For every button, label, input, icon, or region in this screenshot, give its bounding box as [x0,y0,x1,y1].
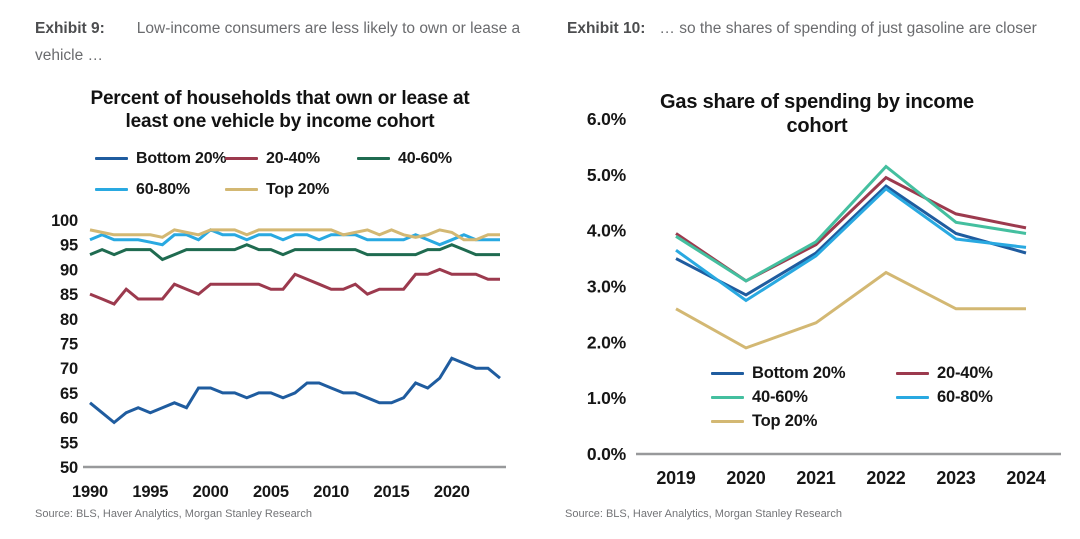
series-line-top-20 [675,270,1026,350]
x-tick-label: 2022 [866,468,905,488]
series-line-60-80 [89,228,500,247]
x-tick-label: 2015 [374,483,410,501]
y-tick-label: 2.0% [587,332,627,352]
plot-svg: 50 55 60 65 70 75 80 85 90 95 100 1990 1995 2000 2005 2… [51,212,506,501]
y-tick-label: 75 [60,336,78,354]
x-tick-label: 2023 [936,468,975,488]
legend-label: 40-60% [752,388,808,406]
series-line-40-60 [89,243,500,262]
y-tick-label: 55 [60,434,78,452]
legend-swatch-60-80 [95,187,128,192]
legend-item-bottom-20: Bottom 20% [711,363,896,384]
gas-share-line-chart: 0.0% 1.0% 2.0% 3.0% 4.0% 5.0% 6.0% 2019 2020 2021… [564,103,1074,503]
plot-svg: 0.0% 1.0% 2.0% 3.0% 4.0% 5.0% 6.0% 2019 2020 2021… [587,109,1061,488]
chart-legend: Bottom 20% 20-40% 40-60% 60-80% Top 20% [95,148,452,200]
series-line-bottom-20 [675,184,1027,297]
legend-item-60-80: 60-80% [896,387,993,408]
x-tick-label: 2000 [193,483,229,501]
y-tick-label: 70 [60,360,78,378]
x-tick-label: 2020 [726,468,765,488]
exhibit-number-label: Exhibit 9: [35,20,105,37]
series-line-60-80 [675,186,1027,303]
y-tick-label: 5.0% [587,165,627,185]
legend-item-top-20: Top 20% [711,411,896,432]
y-tick-label: 1.0% [587,388,627,408]
chart-title: Percent of households that own or lease … [90,88,470,132]
legend-label: Bottom 20% [136,149,227,167]
series-line-top-20 [89,228,500,242]
exhibit-9-panel: Exhibit 9: Low-income consumers are less … [35,15,522,520]
exhibit-header: Exhibit 10: … so the shares of spending o… [567,15,1067,42]
x-tick-label: 1990 [72,483,108,501]
legend-item-20-40: 20-40% [896,363,993,384]
y-tick-label: 60 [60,410,78,428]
y-tick-label: 85 [60,286,78,304]
y-tick-label: 3.0% [587,277,627,297]
legend-label: Bottom 20% [752,364,846,382]
chart-legend: Bottom 20% 20-40% 40-60% 60-80% Top 20% [711,363,993,432]
legend-swatch-top-20 [225,187,258,192]
x-tick-label: 2021 [796,468,835,488]
legend-item-60-80: 60-80% [95,179,225,200]
chart-title: Gas share of spending by income cohort [660,91,974,137]
vehicle-ownership-line-chart: 50 55 60 65 70 75 80 85 90 95 100 1990 1995 2000 2005 2… [40,212,510,504]
legend-swatch-40-60 [357,156,390,161]
y-tick-label: 65 [60,385,78,403]
legend-label: 20-40% [266,149,320,167]
x-tick-label: 1995 [132,483,168,501]
legend-swatch-bottom-20 [711,371,744,376]
gas-share-chart-wrapper: 0.0% 1.0% 2.0% 3.0% 4.0% 5.0% 6.0% 2019 2020 2021… [564,103,1074,503]
y-tick-label: 90 [60,261,78,279]
y-tick-label: 4.0% [587,221,627,241]
source-note: Source: BLS, Haver Analytics, Morgan Sta… [565,508,842,520]
legend-item-20-40: 20-40% [225,148,357,169]
series-line-40-60 [675,164,1027,283]
legend-item-bottom-20: Bottom 20% [95,148,227,169]
x-tick-label: 2005 [253,483,289,501]
legend-label: 20-40% [937,364,993,382]
legend-swatch-40-60 [711,395,744,400]
legend-swatch-bottom-20 [95,156,128,161]
y-tick-label: 100 [51,212,78,230]
y-tick-label: 6.0% [587,109,627,129]
legend-label: Top 20% [752,412,818,430]
legend-swatch-20-40 [225,156,258,161]
x-tick-label: 2010 [313,483,349,501]
legend-item-top-20: Top 20% [225,179,357,200]
x-tick-label: 2024 [1006,468,1045,488]
series-line-20-40 [89,267,500,306]
legend-item-40-60: 40-60% [711,387,896,408]
legend-swatch-top-20 [711,419,744,424]
exhibit-header: Exhibit 9: Low-income consumers are less … [35,15,522,69]
legend-label: 60-80% [136,180,190,198]
legend-swatch-60-80 [896,395,929,400]
legend-label: Top 20% [266,180,330,198]
legend-label: 60-80% [937,388,993,406]
legend-swatch-20-40 [896,371,929,376]
y-tick-label: 0.0% [587,444,627,464]
exhibit-number-label: Exhibit 10: [567,20,646,37]
y-tick-label: 50 [60,459,78,477]
x-tick-label: 2020 [434,483,470,501]
exhibit-caption: Low-income consumers are less likely to … [35,20,521,64]
exhibit-10-panel: Exhibit 10: … so the shares of spending o… [540,0,1080,539]
legend-item-40-60: 40-60% [357,148,452,169]
x-tick-label: 2019 [656,468,695,488]
legend-label: 40-60% [398,149,452,167]
source-note: Source: BLS, Haver Analytics, Morgan Sta… [35,508,312,520]
exhibit-caption: … so the shares of spending of just gaso… [659,20,1037,37]
series-line-20-40 [675,175,1027,283]
y-tick-label: 95 [60,237,78,255]
y-tick-label: 80 [60,311,78,329]
series-line-bottom-20 [89,356,501,425]
